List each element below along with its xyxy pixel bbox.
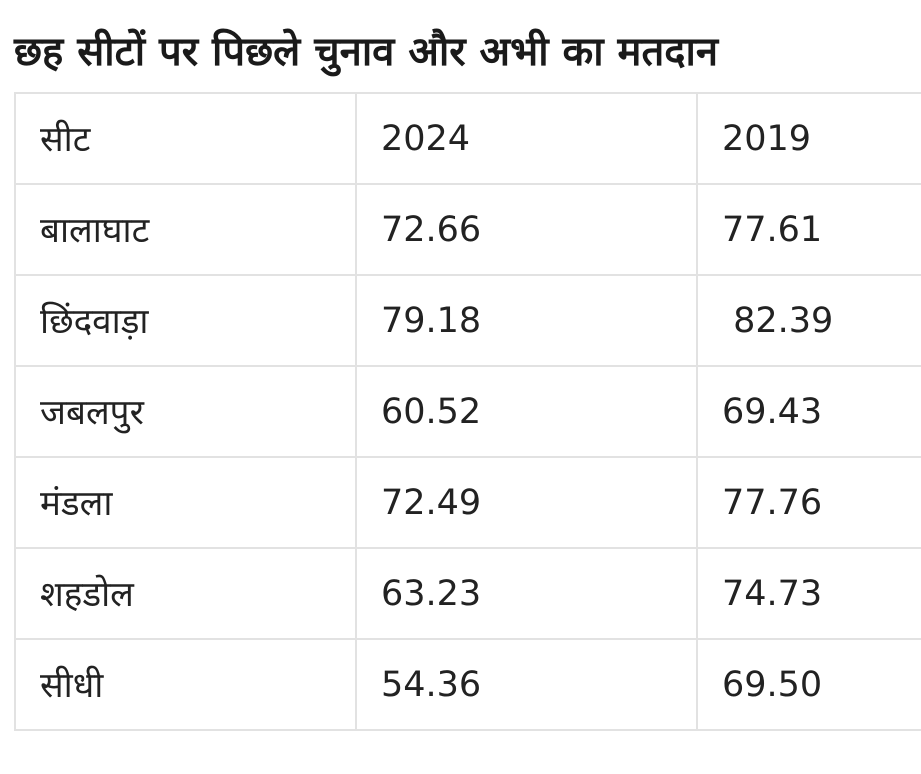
table-row: जबलपुर 60.52 69.43 — [14, 365, 921, 458]
turnout-2024-cell: 60.52 — [355, 365, 698, 458]
turnout-2024-cell: 54.36 — [355, 638, 698, 731]
seat-name-cell: छिंदवाड़ा — [14, 274, 357, 367]
header-2019: 2019 — [696, 92, 921, 185]
turnout-2024-cell: 72.66 — [355, 183, 698, 276]
page-title: छह सीटों पर पिछले चुनाव और अभी का मतदान — [14, 29, 719, 75]
table-row: शहडोल 63.23 74.73 — [14, 547, 921, 640]
turnout-2019-cell: 69.43 — [696, 365, 921, 458]
turnout-2019-cell: 82.39 — [696, 274, 921, 367]
seat-name-cell: बालाघाट — [14, 183, 357, 276]
seat-name-cell: शहडोल — [14, 547, 357, 640]
turnout-2019-cell: 77.76 — [696, 456, 921, 549]
table-row: बालाघाट 72.66 77.61 — [14, 183, 921, 276]
turnout-2024-cell: 72.49 — [355, 456, 698, 549]
table-row: सीधी 54.36 69.50 — [14, 638, 921, 731]
turnout-2024-cell: 79.18 — [355, 274, 698, 367]
header-seat: सीट — [14, 92, 357, 185]
turnout-2019-cell: 74.73 — [696, 547, 921, 640]
seat-name-cell: सीधी — [14, 638, 357, 731]
turnout-2024-cell: 63.23 — [355, 547, 698, 640]
seat-name-cell: जबलपुर — [14, 365, 357, 458]
turnout-2019-cell: 77.61 — [696, 183, 921, 276]
header-2024: 2024 — [355, 92, 698, 185]
turnout-2019-cell: 69.50 — [696, 638, 921, 731]
table-row: मंडला 72.49 77.76 — [14, 456, 921, 549]
seat-name-cell: मंडला — [14, 456, 357, 549]
turnout-table: सीट 2024 2019 बालाघाट 72.66 77.61 छिंदवा… — [14, 92, 921, 731]
table-row: छिंदवाड़ा 79.18 82.39 — [14, 274, 921, 367]
table-header-row: सीट 2024 2019 — [14, 92, 921, 185]
